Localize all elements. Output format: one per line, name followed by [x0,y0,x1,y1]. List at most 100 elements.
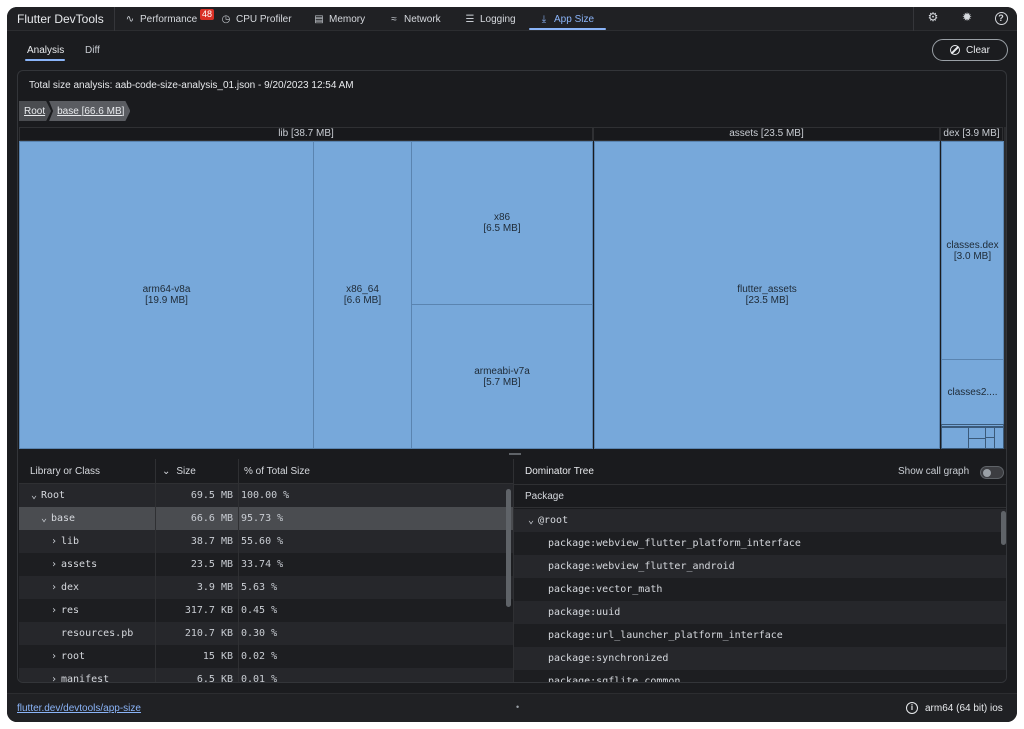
treemap-cell-classes2[interactable]: classes2.... [941,359,1004,425]
row-size: 23.5 MB [190,559,233,570]
treemap-cell-classes-dex[interactable]: classes.dex [3.0 MB] [941,141,1004,360]
cell-size: [19.9 MB] [145,295,188,306]
treemap-header-assets[interactable]: assets [23.5 MB] [593,127,940,141]
info-icon[interactable]: i [906,702,918,714]
table-row[interactable]: › root 15 KB 0.02 % [19,645,513,668]
clear-button[interactable]: Clear [932,39,1008,61]
treemap-cell-small[interactable] [968,438,986,449]
cell-name: x86 [493,212,511,223]
package-name: package:webview_flutter_platform_interfa… [548,538,801,549]
tab-label: CPU Profiler [236,13,292,25]
bug-icon[interactable]: ✹ [961,10,973,24]
tab-label: Memory [329,13,366,25]
dominator-scrollbar[interactable] [1001,511,1006,545]
table-row[interactable]: › lib 38.7 MB 55.60 % [19,530,513,553]
subtab-analysis[interactable]: Analysis [27,45,65,56]
treemap-cell-flutter-assets[interactable]: flutter_assets [23.5 MB] [594,141,940,449]
dominator-tree: Dominator Tree Show call graph Package ⌄… [513,459,1006,683]
settings-icon[interactable]: ⚙ [927,10,939,24]
tab-performance[interactable]: ∿ Performance [124,7,197,31]
dominator-row[interactable]: ⌄ @root [514,509,1006,532]
toggle-knob [983,469,991,477]
chevron-down-icon[interactable]: ⌄ [31,490,38,501]
dominator-row[interactable]: package:webview_flutter_android [514,555,1006,578]
help-icon[interactable]: ? [992,10,1010,28]
chevron-right-icon[interactable]: › [51,651,58,662]
breadcrumb-root[interactable]: Root [19,101,51,121]
column-divider [155,459,156,682]
treemap-cell-armeabi-v7a[interactable]: armeabi-v7a [5.7 MB] [411,304,593,449]
treemap-cell-x86[interactable]: x86 [6.5 MB] [411,141,593,305]
column-header-percent[interactable]: % of Total Size [244,466,310,477]
treemap-cell-x86-64[interactable]: x86_64 [6.6 MB] [313,141,412,449]
table-row[interactable]: › assets 23.5 MB 33.74 % [19,553,513,576]
package-column-header[interactable]: Package [514,484,1006,508]
tab-memory[interactable]: ▤ Memory [313,7,365,31]
treemap-cell-small[interactable] [941,427,969,449]
app-title: Flutter DevTools [17,12,104,26]
cell-size: [3.0 MB] [953,250,992,262]
chevron-down-icon[interactable]: ⌄ [41,513,48,524]
treemap-header-dex[interactable]: dex [3.9 MB] [940,127,1003,141]
active-subtab-indicator [25,59,65,61]
treemap-cell-small[interactable] [941,424,1004,427]
breadcrumb-base[interactable]: base [66.6 MB] [49,101,130,121]
chevron-right-icon[interactable]: › [51,582,58,593]
cell-name: flutter_assets [737,284,797,295]
tab-cpu-profiler[interactable]: ◷ CPU Profiler [220,7,292,31]
breadcrumb: Root base [66.6 MB] [19,101,131,121]
treemap-header-lib[interactable]: lib [38.7 MB] [19,127,593,141]
row-percent: 33.74 % [241,559,284,570]
row-name: › res [51,599,79,622]
grip-icon [509,453,521,455]
package-name: package:vector_math [548,584,663,595]
call-graph-label: Show call graph [898,466,970,477]
row-size: 210.7 KB [184,628,233,639]
row-name: › assets [51,553,97,576]
row-percent: 5.63 % [241,582,278,593]
docs-link[interactable]: flutter.dev/devtools/app-size [17,703,141,714]
dominator-row[interactable]: package:webview_flutter_platform_interfa… [514,532,1006,555]
column-header-size[interactable]: ⌄ Size [162,466,196,477]
package-name: @root [538,515,569,526]
treemap-cell-arm64-v8a[interactable]: arm64-v8a [19.9 MB] [19,141,314,449]
dominator-row[interactable]: package:vector_math [514,578,1006,601]
table-row[interactable]: resources.pb 210.7 KB 0.30 % [19,622,513,645]
active-tab-indicator [529,28,606,30]
row-size: 38.7 MB [190,536,233,547]
subtab-diff[interactable]: Diff [85,45,100,56]
table-row[interactable]: › res 317.7 KB 0.45 % [19,599,513,622]
dominator-row[interactable]: package:synchronized [514,647,1006,670]
chevron-right-icon[interactable]: › [51,536,58,547]
chevron-right-icon[interactable]: › [51,674,58,683]
timer-icon: ◷ [221,13,231,25]
status-bar: flutter.dev/devtools/app-size • i arm64 … [7,693,1017,722]
chevron-right-icon[interactable]: › [51,559,58,570]
cell-size: [6.5 MB] [483,223,521,234]
table-row[interactable]: ⌄ Root 69.5 MB 100.00 % [19,484,513,507]
row-percent: 55.60 % [241,536,284,547]
chevron-down-icon[interactable]: ⌄ [528,515,535,526]
dominator-row[interactable]: package:url_launcher_platform_interface [514,624,1006,647]
row-size: 66.6 MB [190,513,233,524]
dominator-row[interactable]: package:uuid [514,601,1006,624]
cell-size: [23.5 MB] [745,295,789,306]
chevron-right-icon[interactable]: › [51,605,58,616]
table-header: Library or Class ⌄ Size % of Total Size [19,459,513,484]
dominator-row[interactable]: package:sqflite_common [514,670,1006,683]
tab-network[interactable]: ≈ Network [388,7,440,31]
split-handle[interactable] [19,449,1006,458]
table-row[interactable]: › dex 3.9 MB 5.63 % [19,576,513,599]
logging-icon: ☰ [465,13,475,25]
cell-name: classes.dex [946,239,999,251]
table-row[interactable]: ⌄ base 66.6 MB 95.73 % [19,507,513,530]
table-scrollbar[interactable] [506,489,511,607]
treemap-cell-small[interactable] [994,427,1004,449]
table-row[interactable]: › manifest 6.5 KB 0.01 % [19,668,513,683]
column-header-name[interactable]: Library or Class [30,466,101,477]
package-name: package:sqflite_common [548,676,681,683]
call-graph-toggle[interactable] [980,466,1004,479]
row-size: 317.7 KB [184,605,233,616]
tab-app-size[interactable]: ⤓ App Size [538,7,594,31]
tab-logging[interactable]: ☰ Logging [464,7,516,31]
